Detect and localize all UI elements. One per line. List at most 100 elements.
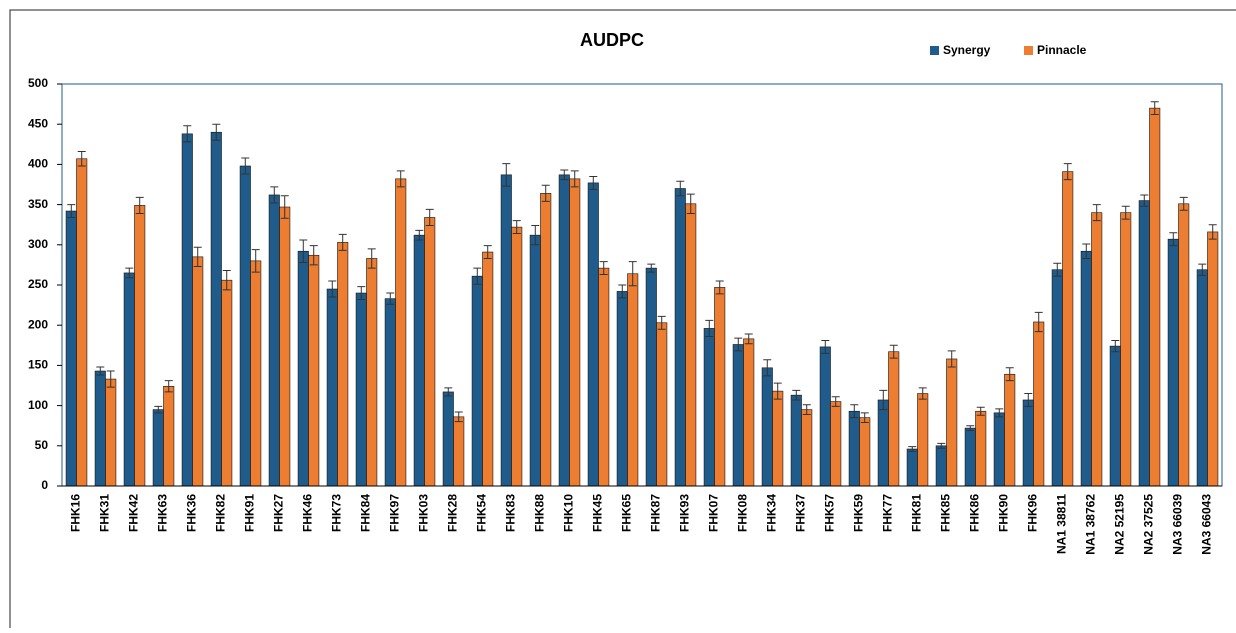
x-tick-label: FHK87 [649,494,663,532]
bar [250,260,262,487]
bar [1033,321,1045,487]
x-tick-label: FHK10 [562,494,576,532]
error-bar [502,163,511,187]
bar [888,351,900,487]
error-bar [1208,224,1217,240]
error-bar [96,366,105,376]
error-bar [425,208,434,227]
error-bar [154,405,163,414]
x-tick-label: FHK54 [475,494,489,532]
bar [76,158,88,487]
error-bar [483,245,492,259]
error-bar [599,261,608,276]
x-tick-label: FHK73 [330,494,344,532]
x-tick-label: FHK46 [301,494,315,532]
error-bar [889,344,898,359]
x-tick-label: FHK83 [504,494,518,532]
error-bar [183,125,192,143]
error-bar [309,245,318,266]
bar [1091,212,1103,487]
error-bar [1082,243,1091,259]
error-bar [879,389,888,411]
bar [192,256,204,487]
bar [221,279,233,487]
error-bar [1053,262,1062,277]
x-tick-label: FHK42 [127,494,141,532]
bar [772,390,784,487]
bar [830,401,842,487]
error-bar [937,442,946,449]
x-tick-label: NA1 38762 [1084,494,1098,555]
bar [790,394,802,487]
error-bar [918,387,927,400]
error-bar [773,382,782,400]
bar [453,416,465,487]
bar [935,445,947,487]
bar [540,193,552,487]
bar [598,267,610,487]
y-tick-label: 150 [28,358,48,372]
y-tick-label: 500 [28,76,48,90]
error-bar [1198,263,1207,276]
bar [279,206,291,487]
legend-label: Pinnacle [1037,43,1087,57]
error-bar [1140,194,1149,207]
x-tick-label: FHK91 [243,494,257,532]
x-tick-label: FHK90 [997,494,1011,532]
error-bar [560,169,569,181]
error-bar [222,270,231,291]
error-bar [270,186,279,204]
bar [761,367,773,487]
error-bar [860,412,869,423]
error-bar [299,239,308,263]
bar [656,322,668,487]
error-bar [947,350,956,368]
error-bar [212,123,221,141]
bar [529,234,541,487]
bar [366,258,378,487]
bar [1022,399,1034,487]
bar [210,131,222,487]
error-bar [1063,163,1072,181]
error-bar [618,284,627,299]
plot-area [61,83,1223,487]
bar [859,417,871,487]
bar [964,427,976,487]
x-tick-label: FHK93 [678,494,692,532]
bar [627,273,639,487]
bar [848,410,860,487]
error-bar [241,157,250,175]
bar [1080,250,1092,487]
bar [152,409,164,487]
error-bar [792,389,801,401]
x-tick-label: FHK97 [388,494,402,532]
error-bar [1005,367,1014,382]
error-bar [164,380,173,393]
x-tick-label: FHK86 [968,494,982,532]
bar [94,370,106,487]
error-bar [628,261,637,287]
x-tick-label: FHK65 [620,494,634,532]
error-bar [676,180,685,197]
error-bar [473,267,482,285]
error-bar [821,339,830,354]
x-tick-label: NA2 37525 [1142,494,1156,555]
y-tick-label: 300 [28,237,48,251]
x-tick-label: FHK08 [736,494,750,532]
x-tick-label: FHK81 [910,494,924,532]
bar [326,288,338,487]
error-bar [850,404,859,419]
bar [1120,212,1132,487]
bar [123,272,135,487]
error-bar [251,249,260,273]
error-bar [367,248,376,269]
error-bar [908,446,917,452]
bar [674,188,686,487]
x-tick-label: FHK77 [881,494,895,532]
y-tick-label: 0 [41,478,48,492]
x-tick-label: FHK85 [939,494,953,532]
bar [65,210,77,487]
error-bar [328,280,337,298]
x-tick-label: FHK84 [359,494,373,532]
